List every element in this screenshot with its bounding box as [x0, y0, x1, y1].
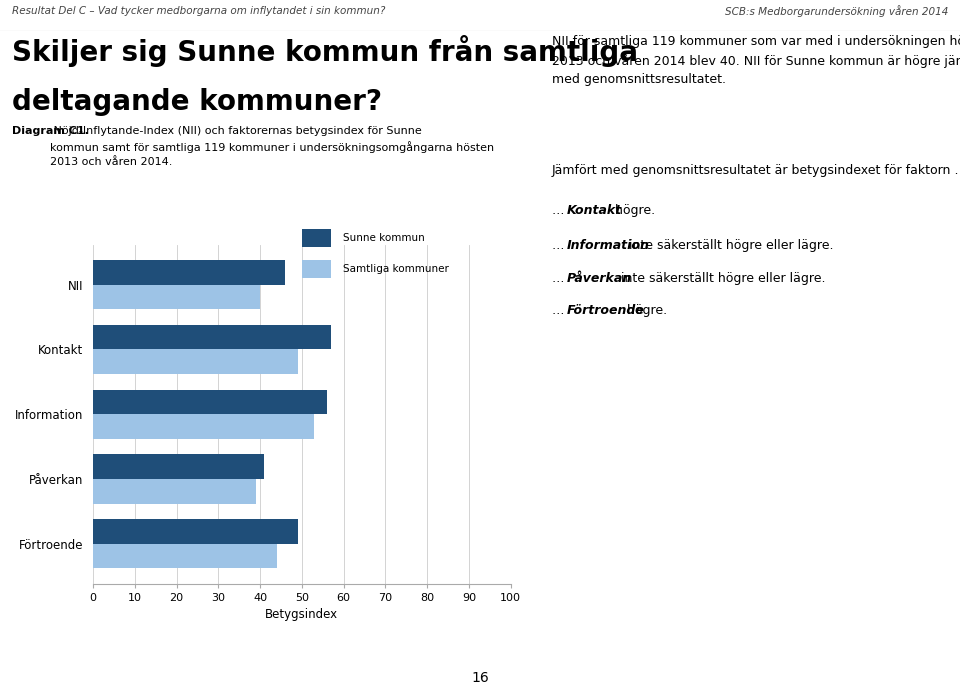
Text: Samtliga kommuner: Samtliga kommuner	[343, 264, 448, 274]
Text: högre.: högre.	[611, 205, 655, 217]
Bar	[93, 325, 331, 350]
Text: 16: 16	[471, 671, 489, 685]
Text: högre.: högre.	[623, 304, 667, 317]
Bar	[93, 544, 276, 568]
Text: …: …	[552, 304, 568, 317]
Bar	[93, 284, 260, 309]
Text: NII för samtliga 119 kommuner som var med i undersökningen hösten
2013 och våren: NII för samtliga 119 kommuner som var me…	[552, 35, 960, 87]
Text: Förtroende: Förtroende	[567, 304, 645, 317]
Text: Diagram C1.: Diagram C1.	[12, 126, 88, 136]
Bar	[93, 479, 256, 503]
Text: inte säkerställt högre eller lägre.: inte säkerställt högre eller lägre.	[625, 240, 833, 252]
Text: …: …	[552, 205, 568, 217]
Bar	[93, 350, 298, 374]
Text: deltagande kommuner?: deltagande kommuner?	[12, 87, 381, 115]
Text: Information: Information	[567, 240, 650, 252]
Text: Kontakt: Kontakt	[567, 205, 622, 217]
Bar	[93, 454, 264, 479]
Text: Resultat Del C – Vad tycker medborgarna om inflytandet i sin kommun?: Resultat Del C – Vad tycker medborgarna …	[12, 6, 385, 16]
Text: Påverkan: Påverkan	[567, 272, 633, 284]
Text: …: …	[552, 272, 568, 284]
Bar	[93, 389, 327, 414]
Bar	[93, 519, 298, 544]
Text: …: …	[552, 240, 568, 252]
Bar	[301, 229, 330, 247]
Bar	[93, 260, 285, 284]
Text: Skiljer sig Sunne kommun från samtliga: Skiljer sig Sunne kommun från samtliga	[12, 35, 637, 67]
Text: Nöjd-Inflytande-Index (NII) och faktorernas betygsindex för Sunne
kommun samt fö: Nöjd-Inflytande-Index (NII) och faktorer…	[50, 126, 494, 166]
Text: inte säkerställt högre eller lägre.: inte säkerställt högre eller lägre.	[617, 272, 826, 284]
Bar	[93, 414, 315, 439]
Text: Sunne kommun: Sunne kommun	[343, 233, 424, 243]
Text: SCB:s Medborgarundersökning våren 2014: SCB:s Medborgarundersökning våren 2014	[725, 5, 948, 17]
X-axis label: Betygsindex: Betygsindex	[265, 608, 339, 621]
Bar	[301, 260, 330, 278]
Text: Jämfört med genomsnittsresultatet är betygsindexet för faktorn …: Jämfört med genomsnittsresultatet är bet…	[552, 164, 960, 177]
